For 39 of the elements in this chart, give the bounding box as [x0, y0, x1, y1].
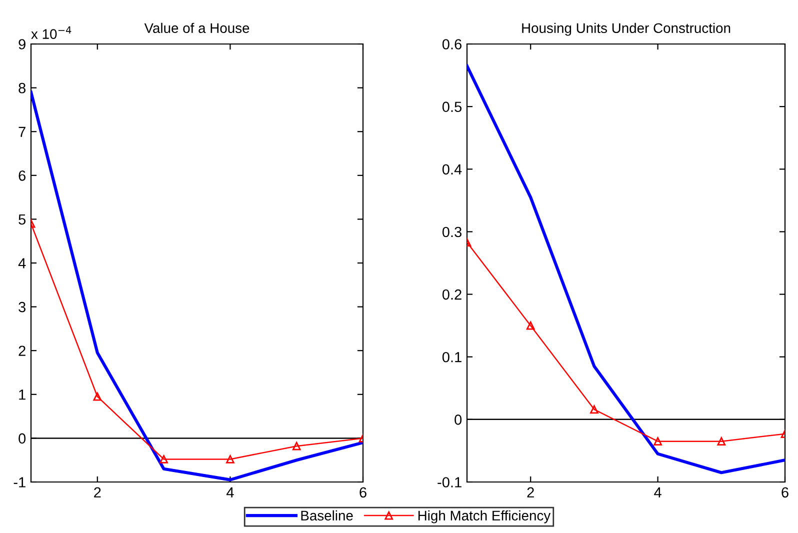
- point: [226, 455, 234, 464]
- y-tick-label: 5: [18, 214, 26, 225]
- y-tick-label: 3: [18, 302, 26, 312]
- x-tick-label: 6: [360, 487, 366, 498]
- point: [526, 321, 535, 330]
- y-tick-label: 0.2: [442, 289, 462, 300]
- x-tick-label: 2: [94, 487, 101, 498]
- y-tick-label: 0.4: [442, 164, 462, 175]
- point: [717, 437, 726, 446]
- point: [292, 442, 301, 450]
- y-tick-label: 2: [18, 346, 26, 356]
- x-tick-label: 2: [527, 487, 534, 498]
- y-tick-label: 0: [18, 433, 26, 444]
- y-tick-label: 0.6: [442, 39, 462, 50]
- point: [93, 392, 102, 401]
- y-tick-label: 6: [18, 170, 26, 181]
- y-tick-label: 0.1: [442, 352, 462, 362]
- point: [654, 437, 662, 446]
- y-tick-label: 4: [18, 258, 26, 268]
- text: x 10$^{−4}$: [31, 26, 72, 39]
- y-tick-label: 7: [18, 126, 26, 137]
- x-tick-label: 4: [226, 487, 234, 498]
- legend-label: Baseline: [301, 510, 353, 521]
- y-tick-label: 0.3: [442, 226, 462, 238]
- x-tick-label: 6: [782, 487, 788, 498]
- x-tick-label: 4: [654, 487, 662, 498]
- y-tick-label: 0.5: [442, 102, 462, 112]
- y-tick-label: 8: [18, 82, 26, 94]
- point: [160, 455, 168, 464]
- chart-title: Housing Units Under Construction: [522, 22, 730, 36]
- y-tick-label: 0: [454, 414, 462, 425]
- line-series: [467, 64, 785, 474]
- legend-label: High Match Efficiency: [418, 510, 551, 524]
- chart-title: Value of a House: [144, 22, 250, 34]
- y-tick-label: -1: [14, 477, 26, 488]
- y-tick-label: -0.1: [438, 477, 462, 488]
- y-tick-label: 1: [19, 390, 26, 400]
- y-tick-label: 9: [18, 39, 26, 50]
- point: [590, 405, 598, 414]
